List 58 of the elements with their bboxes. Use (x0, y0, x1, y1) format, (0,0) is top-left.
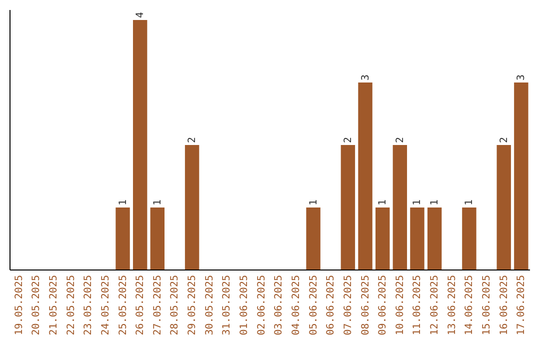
data-label: 1 (412, 199, 424, 206)
x-tick-label: 05.06.2025 (308, 275, 320, 336)
x-tick-label: 13.06.2025 (446, 275, 458, 336)
x-tick-label: 24.05.2025 (100, 275, 112, 336)
data-label: 1 (464, 199, 476, 206)
x-tick-label: 09.06.2025 (378, 275, 389, 336)
x-tick-label: 11.06.2025 (412, 275, 424, 336)
data-label: 2 (187, 136, 198, 143)
x-tick-label: 04.06.2025 (290, 275, 302, 336)
x-tick-label: 08.06.2025 (360, 275, 372, 336)
data-label: 2 (394, 136, 406, 143)
x-tick-label: 06.06.2025 (326, 275, 337, 336)
bar (410, 208, 424, 270)
x-tick-label: 16.06.2025 (498, 275, 510, 336)
bar (392, 145, 408, 270)
x-tick-label: 01.06.2025 (239, 275, 250, 336)
x-tick-label: 12.06.2025 (430, 275, 441, 336)
bar (116, 208, 130, 270)
x-tick-label: 26.05.2025 (135, 275, 146, 336)
x-tick-label: 31.05.2025 (222, 275, 233, 336)
x-tick-label: 17.06.2025 (516, 275, 528, 336)
x-tick-label: 14.06.2025 (464, 275, 476, 336)
x-tick-label: 21.05.2025 (48, 275, 60, 336)
x-tick-label: 03.06.2025 (274, 275, 285, 336)
x-tick-label: 25.05.2025 (118, 275, 129, 336)
data-label: 2 (498, 136, 510, 143)
data-label: 2 (342, 136, 354, 143)
bar (514, 82, 528, 270)
bar (184, 145, 200, 270)
x-tick-label: 22.05.2025 (66, 275, 77, 336)
x-tick-label: 23.05.2025 (83, 275, 94, 336)
x-tick-label: 02.06.2025 (256, 275, 268, 336)
x-tick-label: 29.05.2025 (187, 275, 198, 336)
bar (132, 20, 148, 270)
x-tick-label: 19.05.2025 (14, 275, 25, 336)
x-tick-label: 07.06.2025 (342, 275, 354, 336)
x-tick-label: 15.06.2025 (482, 275, 493, 336)
x-tick-label: 10.06.2025 (394, 275, 406, 336)
x-tick-label: 20.05.2025 (31, 275, 42, 336)
data-label: 3 (516, 74, 528, 80)
data-label: 1 (308, 199, 320, 206)
bar (306, 208, 320, 270)
x-tick-label: 28.05.2025 (170, 275, 181, 336)
bar (150, 208, 165, 270)
x-tick-label: 27.05.2025 (152, 275, 164, 336)
data-label: 1 (152, 199, 164, 206)
data-label: 1 (430, 199, 441, 206)
bar (496, 145, 511, 270)
bar (462, 208, 476, 270)
data-label: 1 (378, 199, 389, 206)
bar (375, 208, 390, 270)
bar (358, 82, 372, 270)
bar (340, 145, 356, 270)
data-label: 3 (360, 74, 372, 80)
x-tick-label: 30.05.2025 (204, 275, 216, 336)
bar (427, 208, 442, 270)
data-label: 1 (118, 199, 129, 206)
data-label: 4 (135, 12, 146, 18)
